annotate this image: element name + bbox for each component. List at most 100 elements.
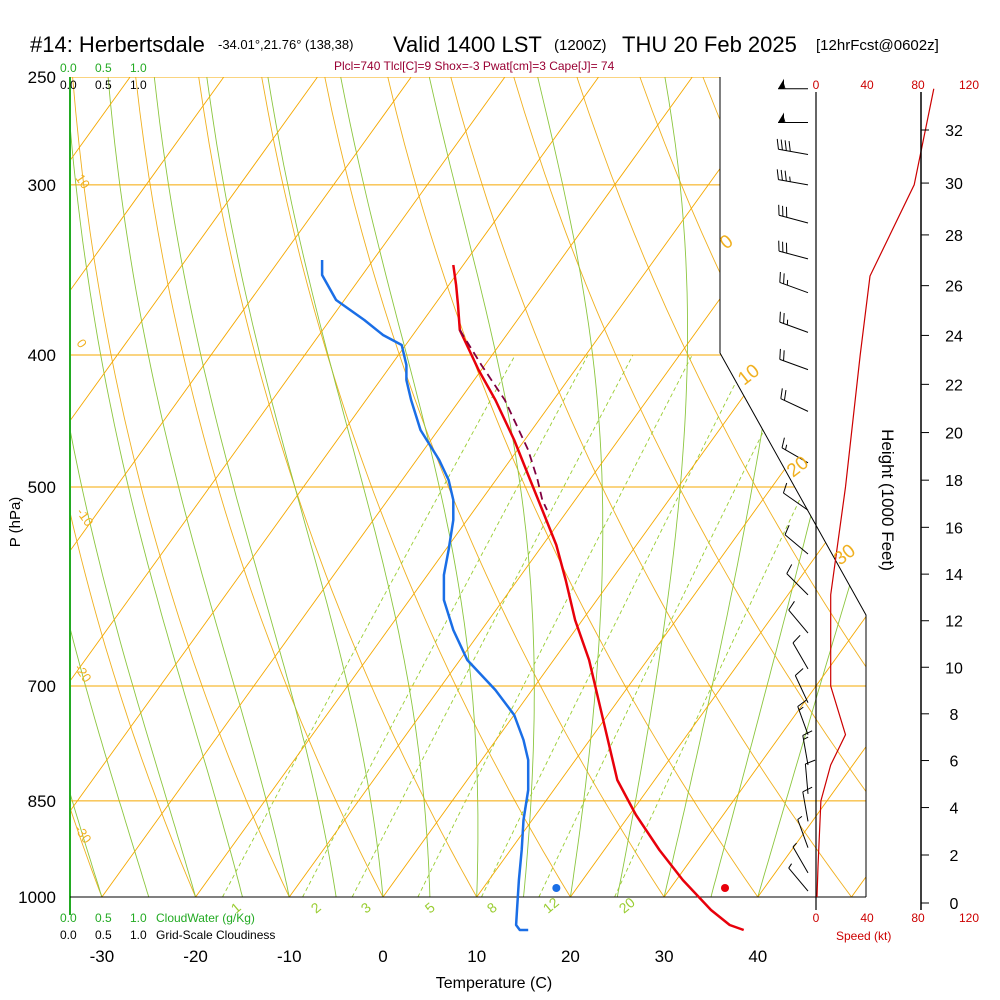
wind-barb-shaft	[788, 609, 809, 634]
moist-adiabat-label: 20	[783, 452, 813, 482]
wind-barb-flag	[783, 350, 785, 361]
x-tick-20: 20	[561, 947, 580, 966]
wind-barb-shaft	[778, 148, 809, 155]
wind-barb	[778, 240, 809, 260]
dry-adiabat	[324, 77, 665, 897]
height-tick-label-28: 28	[945, 228, 963, 245]
wind-barb	[779, 271, 809, 294]
moist-adiabat	[107, 77, 290, 897]
isotherm	[851, 77, 866, 897]
wind-barb-flag	[797, 699, 807, 707]
dry-adiabat	[0, 77, 8, 897]
speed-tick-top-40: 40	[860, 78, 874, 92]
wind-barb	[776, 138, 809, 155]
wind-barb	[792, 634, 809, 670]
dry-adiabat	[198, 77, 478, 897]
wind-barb-half-flag	[803, 736, 809, 740]
wind-barb-shaft	[797, 706, 809, 735]
speed-tick-top-120: 120	[959, 78, 979, 92]
speed-tick-bottom-80: 80	[911, 911, 925, 925]
wind-barb-half-flag	[792, 842, 797, 848]
wind-barb-flag	[780, 388, 783, 399]
wind-barb-flag	[802, 786, 813, 793]
dry-adiabat	[513, 77, 866, 897]
surface-dewpoint-dot	[552, 884, 561, 892]
wind-barb-flag	[784, 170, 787, 182]
dry-adiabat-label: 0	[74, 336, 90, 351]
x-tick--20: -20	[183, 947, 208, 966]
plot-area	[0, 77, 866, 897]
wind-barb-shaft	[781, 447, 809, 464]
wind-barb	[802, 730, 813, 766]
wind-barb	[778, 204, 809, 224]
x-tick-30: 30	[655, 947, 674, 966]
x-tick-0: 0	[378, 947, 387, 966]
moist-adiabat	[616, 77, 688, 897]
mixing-ratio-label: 5	[422, 899, 438, 916]
cloudiness-tick-top: 0.0	[60, 78, 77, 92]
wind-barb-flag	[805, 759, 816, 765]
isotherm	[70, 77, 225, 897]
cloudiness-tick-bottom: 0.5	[95, 928, 112, 942]
mixing-ratio-label: 2	[308, 899, 324, 916]
moist-adiabat	[757, 77, 866, 897]
cloudiness-legend: Grid-Scale Cloudiness	[156, 928, 275, 942]
cloud-water-tick-top: 0.5	[95, 61, 112, 75]
cloud-water-tick-bottom: 0.5	[95, 911, 112, 925]
moist-adiabat	[206, 77, 384, 897]
wind-barb-pennant	[778, 78, 784, 89]
moist-adiabat	[537, 77, 604, 897]
height-tick-label-12: 12	[945, 614, 963, 631]
speed-tick-top-80: 80	[911, 78, 925, 92]
wind-barb-half-flag	[789, 176, 791, 182]
dry-adiabat	[135, 77, 384, 897]
wind-barb-half-flag	[797, 815, 803, 820]
wind-barb	[794, 668, 809, 703]
wind-barb-shaft	[786, 573, 809, 596]
moist-adiabat	[428, 77, 535, 897]
cloudiness-tick-bottom: 1.0	[130, 928, 147, 942]
height-axis-title: Height (1000 Feet)	[878, 429, 897, 571]
cloud-water-tick-bottom: 1.0	[130, 911, 147, 925]
wind-barb-half-flag	[783, 83, 786, 89]
forecast-run: [12hrFcst@0602z]	[816, 37, 939, 54]
dry-adiabat-label: -20	[72, 661, 95, 685]
wind-barb-shaft	[779, 281, 809, 294]
dry-adiabat-label: 10	[73, 171, 94, 191]
height-tick-label-22: 22	[945, 377, 963, 394]
moist-adiabat	[340, 77, 479, 897]
wind-barb	[780, 388, 809, 412]
wind-barb-shaft	[794, 675, 809, 703]
valid-time: Valid 1400 LST	[393, 32, 542, 57]
background-grid	[0, 77, 867, 915]
cloudiness-tick-bottom: 0.0	[60, 928, 77, 942]
forecast-date: THU 20 Feb 2025	[622, 32, 797, 57]
p-tick-300: 300	[28, 176, 56, 195]
stability-indices: Plcl=740 Tlcl[C]=9 Shox=-3 Pwat[cm]=3 Ca…	[334, 59, 615, 73]
parcel-trace	[459, 329, 548, 511]
surface-temperature-dot	[721, 884, 730, 892]
wind-barb-half-flag	[783, 117, 786, 123]
p-tick-700: 700	[28, 677, 56, 696]
wind-barb	[778, 78, 808, 90]
cloud-water-legend: CloudWater (g/Kg)	[156, 911, 255, 925]
wind-barb	[779, 348, 809, 371]
p-tick-400: 400	[28, 346, 56, 365]
wind-barb-flag	[779, 348, 781, 360]
mixing-ratio-line	[222, 354, 516, 897]
p-tick-850: 850	[28, 792, 56, 811]
wind-barb-shaft	[778, 250, 809, 260]
height-tick-label-14: 14	[945, 567, 963, 584]
wind-barb-shaft	[783, 492, 809, 511]
wind-barb-flag	[802, 730, 813, 736]
wind-barb-shaft	[788, 867, 809, 892]
wind-barb-pennant	[778, 112, 784, 123]
mixing-ratio-line	[417, 354, 693, 897]
height-tick-label-2: 2	[950, 848, 959, 865]
height-tick-label-26: 26	[945, 279, 963, 296]
wind-barb-flag	[782, 482, 788, 494]
wind-barb-flag	[784, 140, 787, 151]
x-axis-title: Temperature (C)	[436, 975, 552, 992]
wind-barb-shaft	[792, 642, 809, 670]
